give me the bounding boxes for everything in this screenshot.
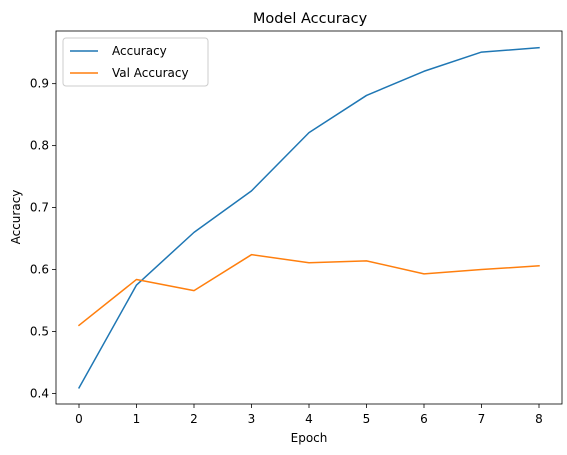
series-line-val-accuracy xyxy=(77,253,540,327)
series-line-accuracy xyxy=(77,46,540,389)
x-axis-label: Epoch xyxy=(291,431,328,445)
y-tick-label: 0.4 xyxy=(30,386,49,400)
x-tick-label: 1 xyxy=(133,412,141,426)
x-tick-label: 7 xyxy=(478,412,486,426)
legend-label: Accuracy xyxy=(112,44,167,58)
chart-title: Model Accuracy xyxy=(253,11,368,27)
y-tick-label: 0.7 xyxy=(30,201,49,215)
plot-frame xyxy=(55,30,563,405)
x-tick-label: 4 xyxy=(305,412,313,426)
plot-area xyxy=(56,31,562,404)
y-tick-label: 0.5 xyxy=(30,325,49,339)
y-axis-label: Accuracy xyxy=(9,190,23,245)
legend-label: Val Accuracy xyxy=(112,66,189,80)
x-tick-label: 6 xyxy=(420,412,428,426)
y-tick-label: 0.9 xyxy=(30,77,49,91)
x-tick-label: 2 xyxy=(190,412,198,426)
x-axis-ticks: 0 1 2 3 4 5 6 7 8 xyxy=(75,404,543,426)
y-tick-label: 0.6 xyxy=(30,263,49,277)
series-lines xyxy=(77,46,540,389)
y-tick-label: 0.8 xyxy=(30,139,49,153)
legend-box xyxy=(62,37,209,87)
y-axis-ticks: 0.4 0.5 0.6 0.7 0.8 0.9 xyxy=(30,77,56,400)
x-tick-label: 8 xyxy=(535,412,543,426)
x-tick-label: 5 xyxy=(363,412,371,426)
legend: Accuracy Val Accuracy xyxy=(62,37,209,87)
x-tick-label: 3 xyxy=(248,412,256,426)
x-tick-label: 0 xyxy=(75,412,83,426)
